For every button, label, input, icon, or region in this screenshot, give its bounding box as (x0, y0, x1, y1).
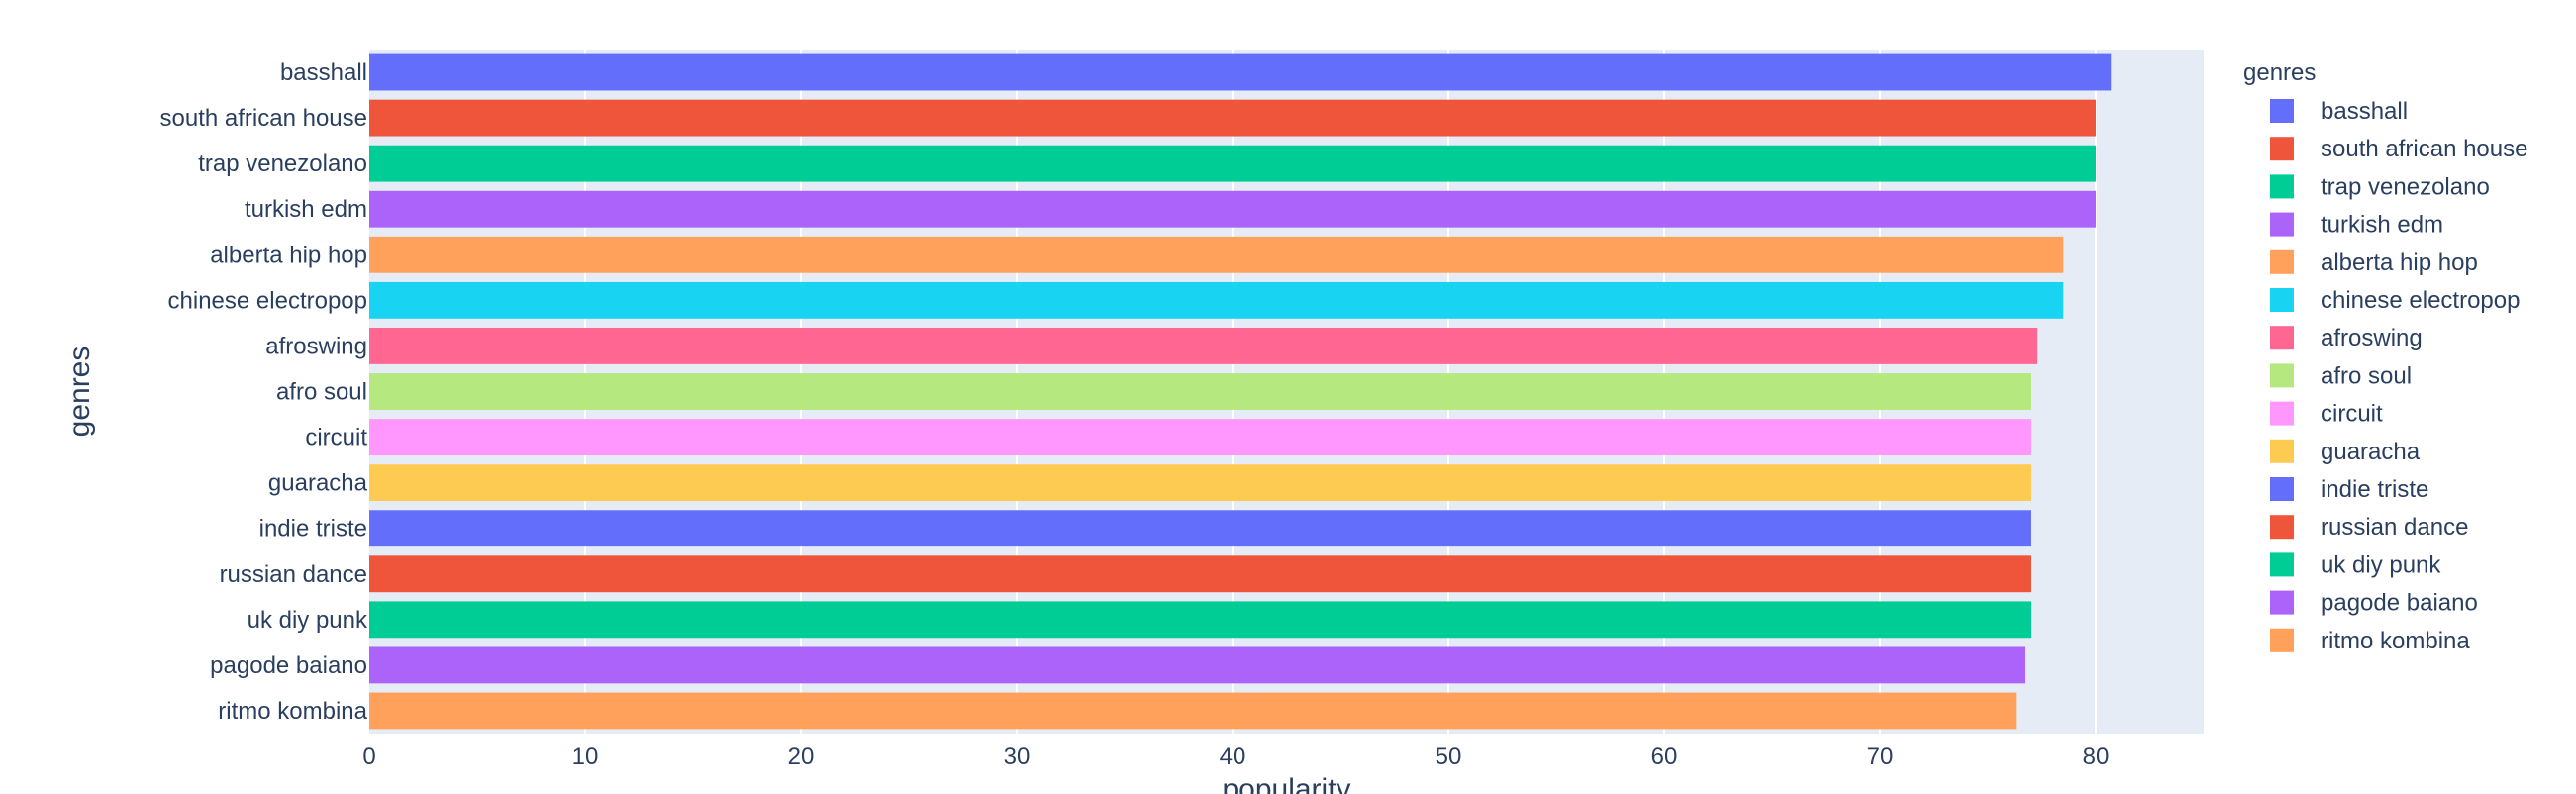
legend-swatch (2270, 174, 2294, 199)
legend-label: guaracha (2321, 439, 2421, 465)
legend-label: basshall (2321, 98, 2408, 125)
legend-swatch (2270, 137, 2294, 161)
legend-swatch (2270, 326, 2294, 350)
legend-item[interactable]: afro soul (2270, 362, 2412, 389)
bar (369, 419, 2031, 455)
legend-item[interactable]: indie triste (2270, 476, 2428, 503)
y-tick-label: alberta hip hop (210, 242, 367, 268)
legend-item[interactable]: circuit (2270, 401, 2383, 428)
legend-item[interactable]: south african house (2270, 136, 2527, 162)
bar (369, 236, 2064, 273)
y-axis-tick-labels: basshall south african house trap venezola… (160, 59, 368, 725)
legend-swatch (2270, 401, 2294, 426)
legend-label: chinese electropop (2321, 287, 2520, 314)
bar (369, 281, 2064, 319)
y-tick-label: afro soul (276, 379, 367, 406)
y-tick-label: indie triste (259, 516, 367, 543)
bar (369, 190, 2096, 228)
x-tick-label: 50 (1436, 744, 1462, 770)
legend-item[interactable]: pagode baiano (2270, 590, 2478, 617)
legend-label: pagode baiano (2321, 590, 2478, 617)
legend-swatch (2270, 628, 2294, 652)
legend-title: genres (2243, 59, 2316, 86)
legend-label: indie triste (2321, 476, 2428, 503)
legend-item[interactable]: basshall (2270, 98, 2408, 125)
y-tick-label: turkish edm (245, 196, 367, 223)
bars (369, 53, 2112, 730)
x-tick-label: 0 (362, 744, 375, 770)
x-tick-label: 10 (572, 744, 599, 770)
legend-item[interactable]: turkish edm (2270, 212, 2443, 239)
bar (369, 464, 2031, 502)
legend-swatch (2270, 212, 2294, 237)
x-tick-label: 20 (788, 744, 815, 770)
legend-swatch (2270, 515, 2294, 540)
x-tick-label: 60 (1651, 744, 1678, 770)
legend-item[interactable]: chinese electropop (2270, 287, 2520, 314)
legend-item[interactable]: russian dance (2270, 514, 2468, 541)
y-tick-label: south african house (160, 105, 367, 132)
legend-item[interactable]: uk diy punk (2270, 551, 2441, 578)
y-tick-label: uk diy punk (248, 607, 368, 634)
x-tick-label: 40 (1220, 744, 1246, 770)
legend-item[interactable]: trap venezolano (2270, 173, 2490, 200)
y-tick-label: basshall (280, 59, 367, 86)
legend-swatch (2270, 477, 2294, 501)
legend-swatch (2270, 288, 2294, 312)
x-axis-title: popularity (1222, 773, 1350, 794)
bar (369, 53, 2112, 91)
legend-item[interactable]: guaracha (2270, 439, 2421, 465)
y-tick-label: guaracha (268, 470, 368, 497)
legend-swatch (2270, 552, 2294, 577)
legend-label: afroswing (2321, 325, 2423, 351)
bar (369, 692, 2017, 730)
legend-swatch (2270, 363, 2294, 388)
bar (369, 99, 2096, 137)
x-tick-label: 30 (1004, 744, 1031, 770)
legend-label: russian dance (2321, 514, 2468, 541)
y-tick-label: chinese electropop (168, 287, 367, 314)
legend-label: afro soul (2321, 362, 2412, 389)
y-axis-title: genres (63, 347, 96, 438)
y-tick-label: pagode baiano (210, 652, 367, 679)
legend-label: ritmo kombina (2321, 628, 2470, 654)
bar (369, 555, 2031, 593)
y-tick-label: afroswing (265, 333, 367, 359)
legend-label: uk diy punk (2321, 551, 2441, 578)
x-tick-label: 80 (2083, 744, 2110, 770)
bar (369, 145, 2096, 182)
legend-swatch (2270, 99, 2294, 123)
y-tick-label: ritmo kombina (218, 698, 367, 725)
bar (369, 328, 2038, 364)
legend-item[interactable]: afroswing (2270, 325, 2423, 351)
legend-swatch (2270, 249, 2294, 274)
legend-label: turkish edm (2321, 212, 2443, 239)
y-tick-label: russian dance (220, 561, 367, 588)
bar (369, 646, 2026, 684)
bar (369, 373, 2031, 410)
bar (369, 510, 2031, 547)
legend-label: south african house (2321, 136, 2527, 162)
y-tick-label: circuit (305, 425, 367, 451)
legend-label: circuit (2321, 401, 2383, 428)
y-tick-label: trap venezolano (198, 150, 367, 177)
legend-swatch (2270, 590, 2294, 615)
legend-item[interactable]: ritmo kombina (2270, 628, 2470, 654)
legend-label: trap venezolano (2321, 173, 2490, 200)
legend-label: alberta hip hop (2321, 249, 2478, 276)
legend-items: basshall south african house trap venezola… (2270, 98, 2527, 654)
legend: genres basshall south african house trap v… (2243, 59, 2527, 654)
bar (369, 601, 2031, 639)
x-tick-label: 70 (1867, 744, 1894, 770)
x-axis-tick-labels: 0 10 20 30 40 50 60 70 80 (362, 744, 2109, 770)
legend-swatch (2270, 439, 2294, 463)
legend-item[interactable]: alberta hip hop (2270, 249, 2478, 276)
